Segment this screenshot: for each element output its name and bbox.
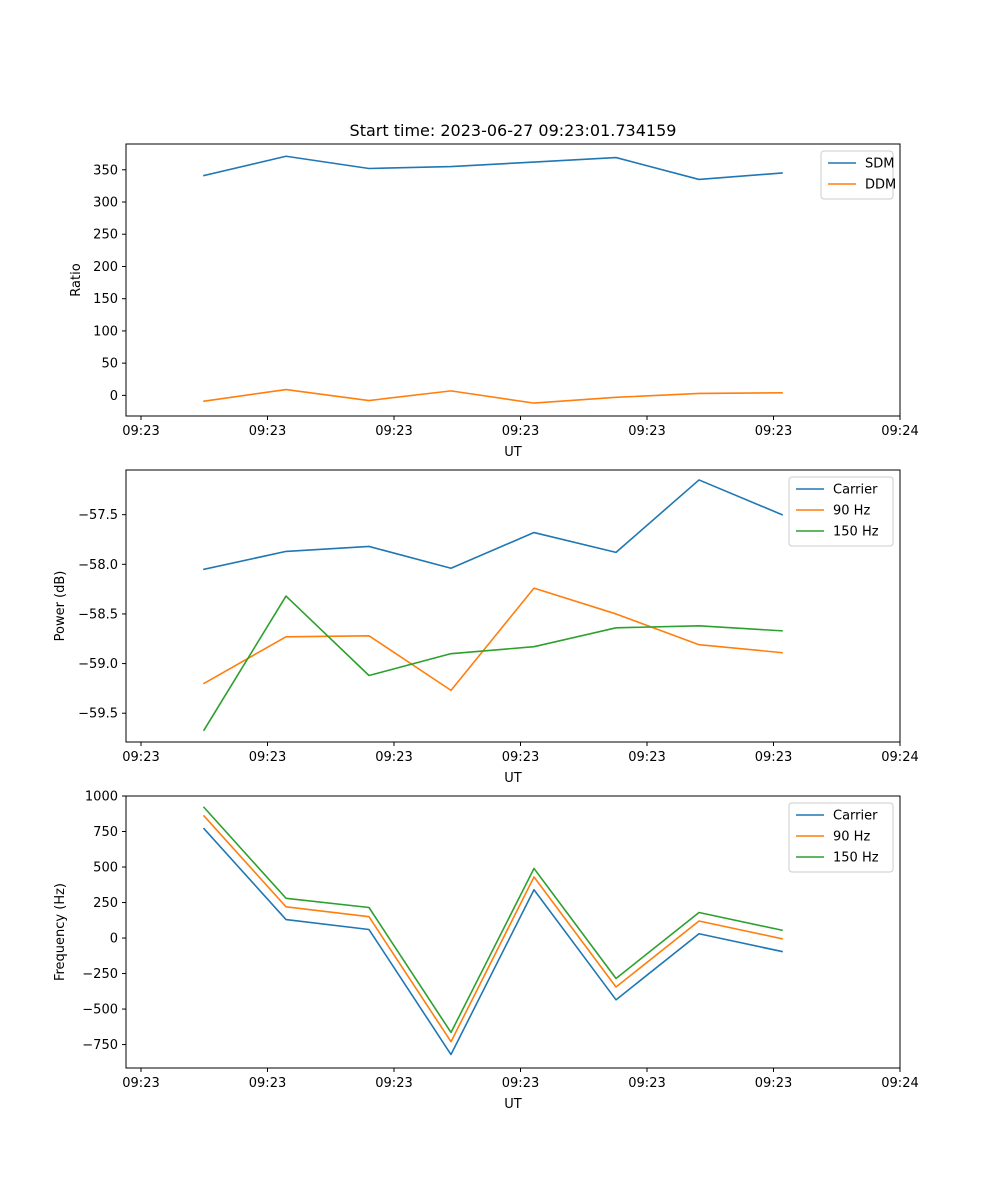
x-tick-label: 09:23: [249, 750, 286, 765]
x-tick-label: 09:23: [375, 1076, 412, 1091]
x-tick-label: 09:23: [122, 424, 159, 439]
x-tick-label: 09:23: [122, 1076, 159, 1091]
x-tick-label: 09:24: [881, 750, 918, 765]
x-tick-label: 09:23: [502, 750, 539, 765]
series-line-ddm: [203, 388, 783, 404]
x-axis-label: UT: [504, 1097, 522, 1112]
x-tick-label: 09:23: [628, 1076, 665, 1091]
series-line-carrier: [203, 479, 784, 571]
y-tick-label: −500: [82, 1003, 118, 1018]
x-tick-label: 09:23: [755, 750, 792, 765]
legend-label: 150 Hz: [833, 525, 879, 540]
y-tick-label: 500: [93, 861, 118, 876]
plot-area-frame: [125, 469, 901, 743]
series-line-sdm: [203, 155, 783, 181]
panel-3: 09:23 09:23 09:23 09:23 09:23 09:23 09:24 −750 −…: [53, 790, 919, 1113]
legend-label: 150 Hz: [833, 851, 879, 866]
legend-box: [788, 476, 894, 547]
legend-label: SDM: [865, 157, 894, 172]
y-tick-label: −57.5: [78, 508, 118, 523]
panel-2: 09:23 09:23 09:23 09:23 09:23 09:23 09:24 −59.5…: [53, 469, 919, 786]
legend-label: DDM: [865, 178, 896, 193]
panels: 09:23 09:23 09:23 09:23 09:23 09:23 09:24 0 50 10…: [53, 143, 919, 1113]
x-tick-label: 09:23: [249, 424, 286, 439]
legend-label: 90 Hz: [833, 504, 870, 519]
series-line-150-hz: [202, 806, 783, 1034]
chart-title: Start time: 2023-06-27 09:23:01.734159: [350, 121, 677, 140]
y-tick-label: 0: [110, 389, 118, 404]
x-tick-label: 09:23: [375, 424, 412, 439]
y-tick-label: −59.0: [78, 657, 118, 672]
series-line-90-hz: [202, 814, 783, 1043]
x-tick-label: 09:23: [628, 750, 665, 765]
legend: Carrier 90 Hz 150 Hz: [788, 802, 894, 873]
x-tick-label: 09:23: [755, 1076, 792, 1091]
x-tick-label: 09:24: [881, 1076, 918, 1091]
y-tick-label: 1000: [85, 790, 118, 805]
legend-label: Carrier: [833, 809, 878, 824]
y-tick-label: 300: [93, 196, 118, 211]
x-tick-label: 09:24: [881, 424, 918, 439]
y-tick-label: 0: [110, 932, 118, 947]
y-axis-label: Power (dB): [53, 571, 68, 642]
y-tick-label: 350: [93, 163, 118, 178]
y-tick-label: −58.0: [78, 558, 118, 573]
x-tick-label: 09:23: [502, 424, 539, 439]
y-axis-label: Frequency (Hz): [53, 883, 68, 981]
x-tick-label: 09:23: [122, 750, 159, 765]
legend-box: [788, 802, 894, 873]
y-tick-label: 250: [93, 228, 118, 243]
y-tick-label: 250: [93, 896, 118, 911]
y-tick-label: 100: [93, 324, 118, 339]
x-tick-label: 09:23: [755, 424, 792, 439]
legend: Carrier 90 Hz 150 Hz: [788, 476, 894, 547]
plot-area-frame: [125, 795, 901, 1069]
series-line-90-hz: [202, 587, 783, 692]
x-tick-label: 09:23: [628, 424, 665, 439]
y-tick-label: 200: [93, 260, 118, 275]
plot-area-frame: [125, 143, 901, 417]
x-axis-label: UT: [504, 771, 522, 786]
y-tick-label: −750: [82, 1038, 118, 1053]
y-tick-label: −59.5: [78, 707, 118, 722]
y-tick-label: 50: [101, 357, 118, 372]
legend-label: Carrier: [833, 483, 878, 498]
x-tick-label: 09:23: [375, 750, 412, 765]
y-tick-label: −58.5: [78, 607, 118, 622]
legend: SDM DDM: [820, 150, 896, 200]
legend-label: 90 Hz: [833, 830, 870, 845]
y-axis-label: Ratio: [69, 263, 84, 296]
y-tick-label: −250: [82, 967, 118, 982]
panel-1: 09:23 09:23 09:23 09:23 09:23 09:23 09:24 0 50 10…: [69, 143, 919, 460]
series-line-carrier: [202, 827, 783, 1056]
x-tick-label: 09:23: [249, 1076, 286, 1091]
y-tick-label: 750: [93, 825, 118, 840]
x-tick-label: 09:23: [502, 1076, 539, 1091]
series-line-150-hz: [202, 595, 783, 732]
x-axis-label: UT: [504, 445, 522, 460]
y-tick-label: 150: [93, 292, 118, 307]
